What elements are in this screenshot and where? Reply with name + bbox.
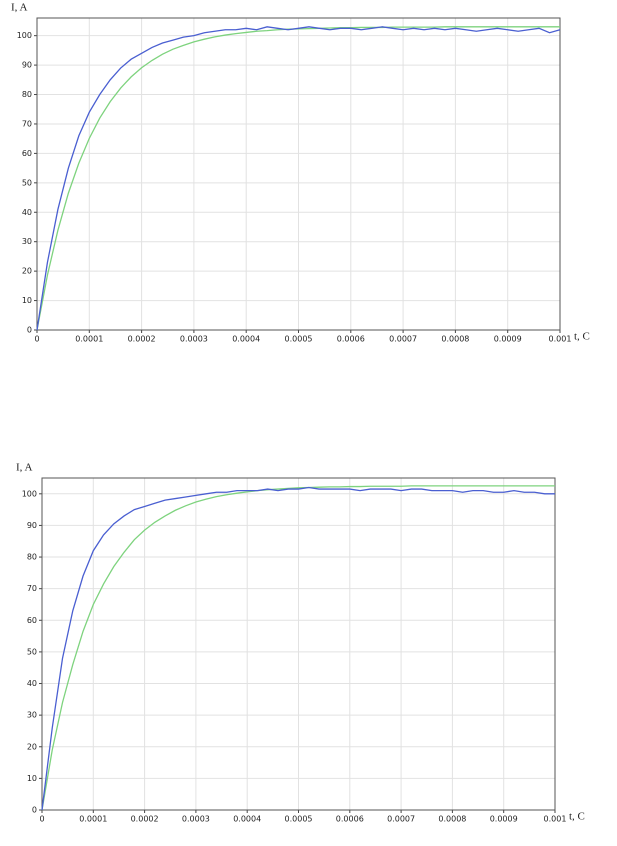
y-tick-label: 50 — [22, 178, 32, 187]
x-tick-label: 0.0009 — [490, 815, 518, 824]
y-axis-title: I, A — [16, 462, 33, 474]
series-line — [36, 26, 561, 331]
y-tick-label: 20 — [22, 267, 32, 276]
y-tick-label: 100 — [17, 31, 32, 40]
y-tick-label: 30 — [27, 711, 37, 720]
x-tick-label: 0.0005 — [285, 335, 313, 344]
y-axis-title: I, A — [11, 2, 28, 14]
x-tick-label: 0.0001 — [75, 335, 103, 344]
x-tick-label: 0.0008 — [441, 335, 469, 344]
x-tick-label: 0.0006 — [336, 815, 364, 824]
y-tick-label: 40 — [27, 679, 37, 688]
y-tick-label: 40 — [22, 208, 32, 217]
x-tick-label: 0.0004 — [232, 335, 260, 344]
x-tick-label: 0 — [34, 335, 39, 344]
y-tick-label: 90 — [22, 61, 32, 70]
y-tick-label: 10 — [27, 774, 37, 783]
x-tick-label: 0.0002 — [131, 815, 159, 824]
x-axis-title: t, C — [574, 331, 590, 343]
x-tick-label: 0.0007 — [387, 815, 415, 824]
series-line — [41, 485, 555, 811]
x-tick-label: 0.0008 — [438, 815, 466, 824]
x-axis-title: t, C — [569, 811, 585, 823]
y-tick-label: 70 — [27, 584, 37, 593]
x-tick-label: 0.0003 — [182, 815, 210, 824]
y-tick-label: 100 — [22, 489, 37, 498]
x-tick-label: 0.0006 — [337, 335, 365, 344]
x-tick-label: 0.0003 — [180, 335, 208, 344]
y-tick-label: 80 — [27, 553, 37, 562]
y-tick-label: 80 — [22, 90, 32, 99]
x-tick-label: 0.0002 — [128, 335, 156, 344]
x-tick-label: 0.0007 — [389, 335, 417, 344]
series-line — [41, 486, 555, 811]
y-tick-label: 30 — [22, 237, 32, 246]
x-tick-label: 0.0009 — [494, 335, 522, 344]
x-tick-label: 0.0004 — [233, 815, 261, 824]
plot-frame — [41, 477, 556, 811]
y-tick-label: 90 — [27, 521, 37, 530]
y-tick-label: 70 — [22, 119, 32, 128]
y-tick-label: 50 — [27, 647, 37, 656]
y-tick-label: 10 — [22, 296, 32, 305]
y-tick-label: 60 — [27, 616, 37, 625]
x-tick-label: 0.001 — [549, 335, 572, 344]
x-tick-label: 0 — [39, 815, 44, 824]
y-tick-label: 0 — [27, 326, 32, 335]
x-tick-label: 0.001 — [544, 815, 567, 824]
y-tick-label: 0 — [32, 806, 37, 815]
y-tick-label: 20 — [27, 742, 37, 751]
x-tick-label: 0.0005 — [285, 815, 313, 824]
y-tick-label: 60 — [22, 149, 32, 158]
x-tick-label: 0.0001 — [79, 815, 107, 824]
plot-frame — [36, 17, 561, 331]
